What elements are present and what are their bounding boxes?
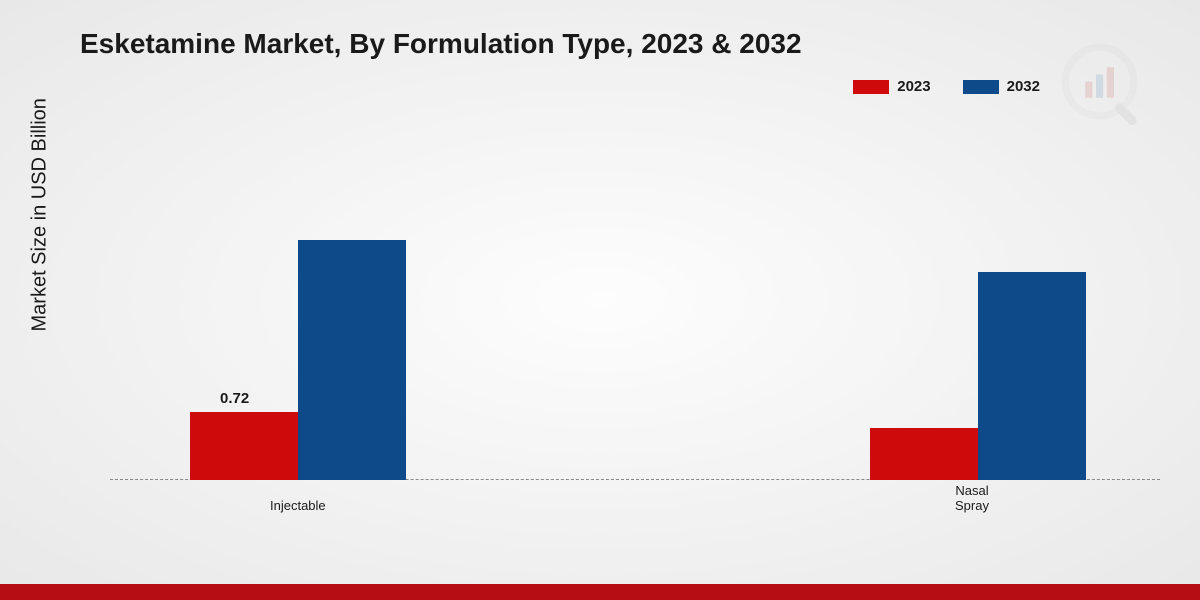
x-label-injectable: Injectable [270,498,326,514]
y-axis-label: Market Size in USD Billion [29,98,52,331]
bar-group-injectable: 0.72 [190,240,406,480]
legend-label-2023: 2023 [897,78,930,95]
bar-label-injectable-2023: 0.72 [220,390,249,407]
bar-injectable-2023: 0.72 [190,412,298,480]
bar-injectable-2032 [298,240,406,480]
bar-nasal-2032 [978,272,1086,480]
legend-swatch-2023 [853,80,889,94]
legend-swatch-2032 [963,80,999,94]
legend-item-2032: 2032 [963,78,1040,95]
bar-nasal-2023 [870,428,978,480]
chart-title: Esketamine Market, By Formulation Type, … [80,28,802,60]
footer-accent-bar [0,584,1200,600]
legend-item-2023: 2023 [853,78,930,95]
plot-area: 0.72 Injectable NasalSpray [110,140,1160,520]
watermark-logo-icon [1060,42,1150,132]
legend-label-2032: 2032 [1007,78,1040,95]
legend: 2023 2032 [853,78,1040,95]
x-label-nasal-spray: NasalSpray [955,483,989,514]
bar-group-nasal-spray [870,272,1086,480]
